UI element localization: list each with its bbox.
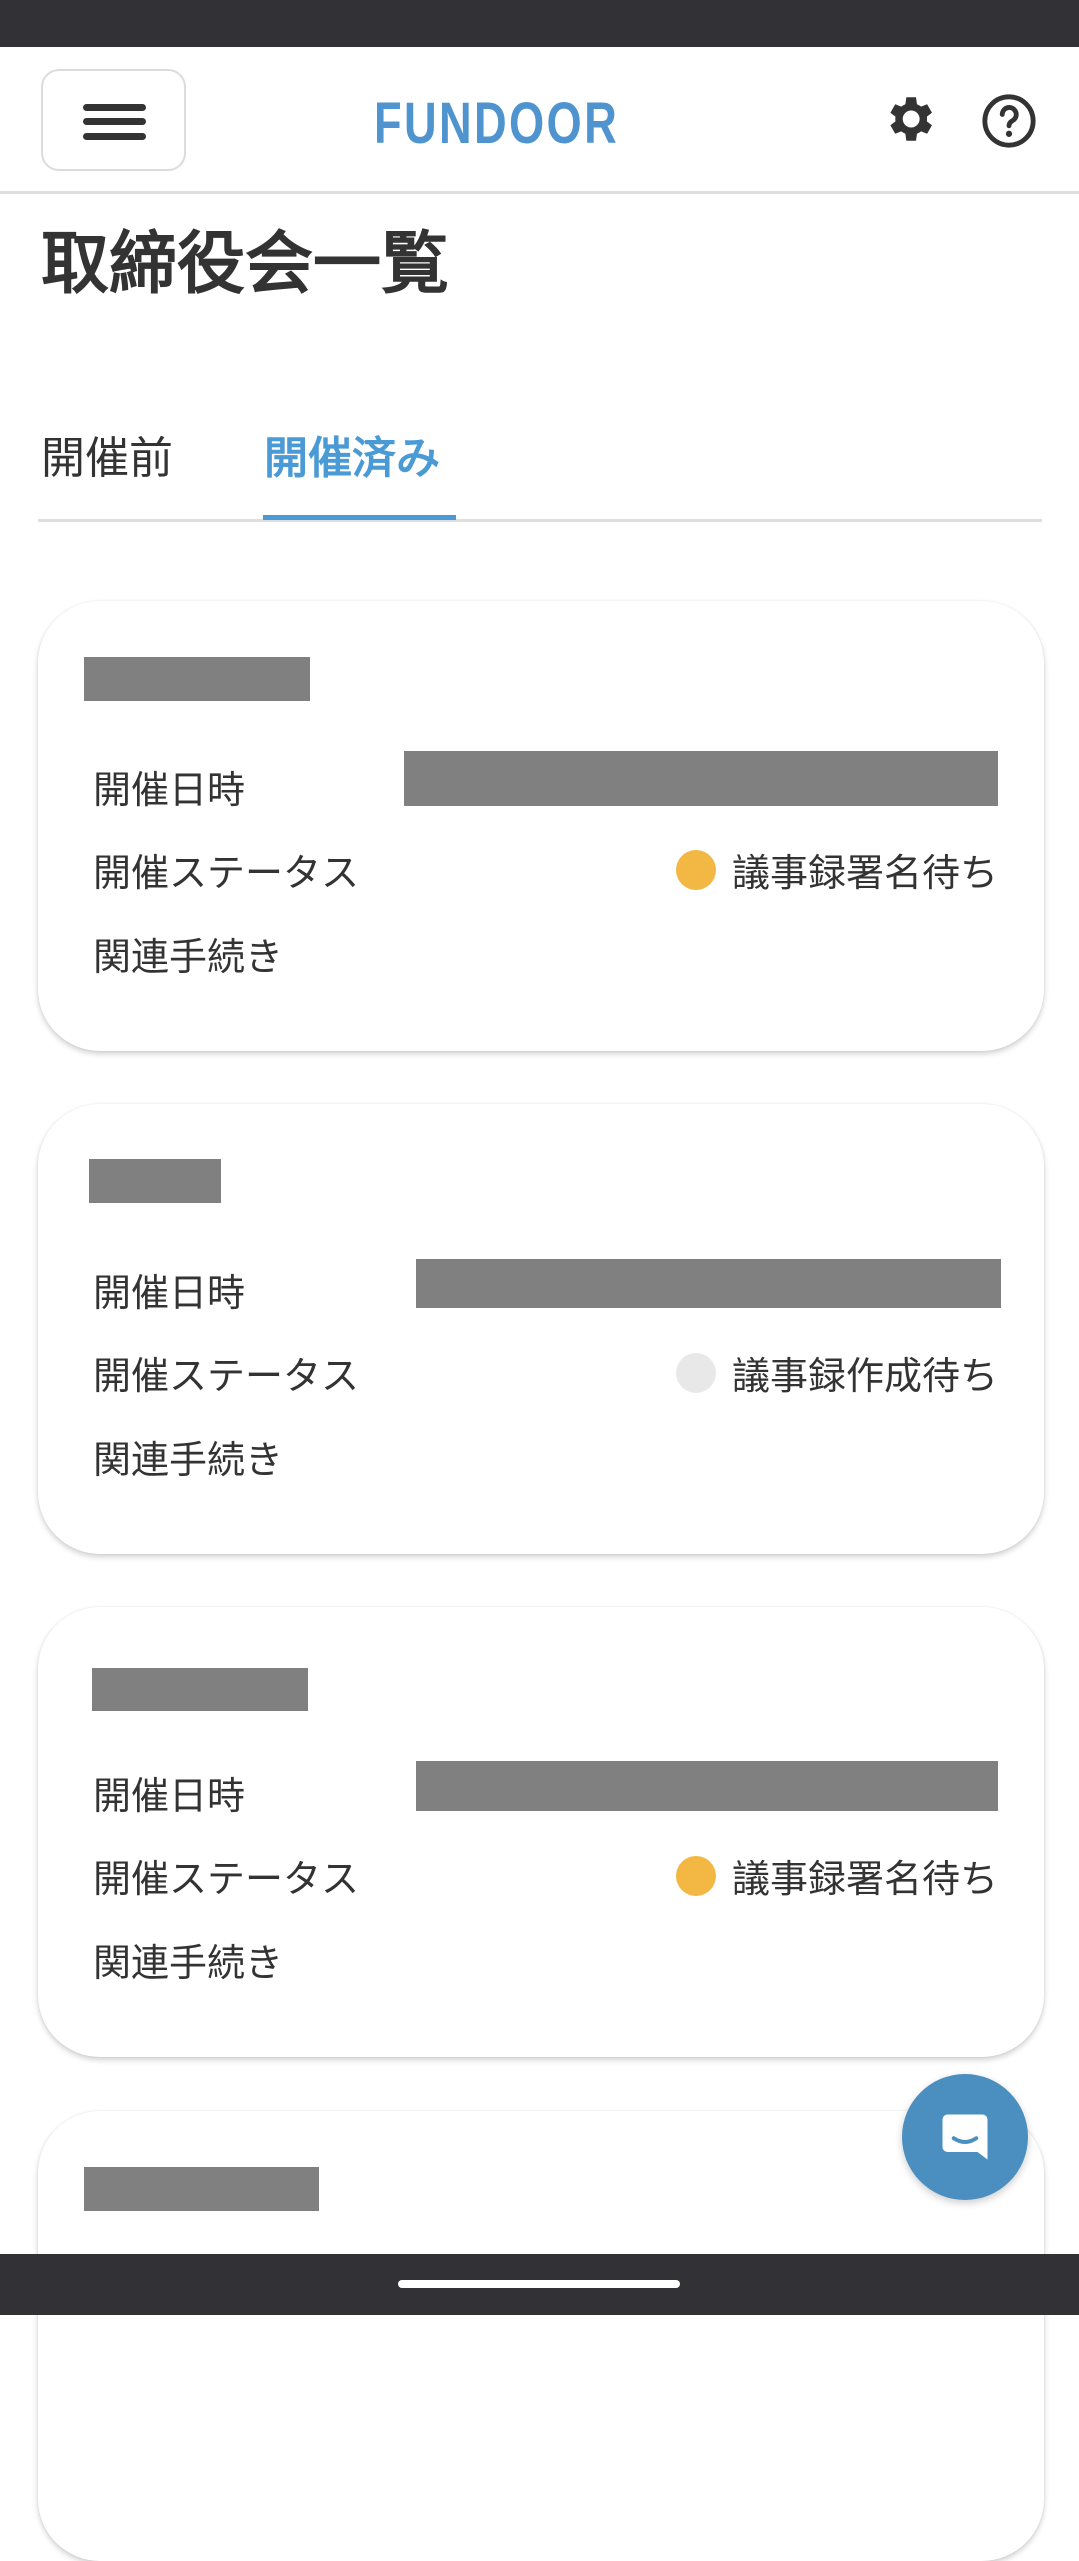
menu-icon-bar bbox=[83, 133, 146, 140]
status-label: 開催ステータス bbox=[93, 1857, 360, 1901]
menu-icon bbox=[83, 104, 146, 111]
menu-icon-bar bbox=[83, 118, 146, 125]
system-status-bar bbox=[0, 0, 1079, 47]
gear-icon[interactable] bbox=[880, 90, 938, 148]
redacted-meeting-name bbox=[84, 2167, 319, 2211]
active-tab-indicator bbox=[263, 515, 456, 520]
page-title: 取締役会一覧 bbox=[41, 225, 450, 304]
meeting-card[interactable]: 開催日時 開催ステータス 議事録署名待ち 関連手続き bbox=[38, 601, 1044, 1051]
brand-name: FUNDOOR bbox=[374, 90, 620, 156]
chat-button[interactable] bbox=[902, 2074, 1028, 2200]
status-badge: 議事録作成待ち bbox=[675, 1345, 998, 1400]
redacted-date bbox=[416, 1761, 998, 1811]
redacted-meeting-name bbox=[84, 657, 310, 701]
date-label: 開催日時 bbox=[93, 1774, 246, 1818]
fundoor-logo[interactable]: FUNDOOR bbox=[356, 91, 676, 156]
procedures-label: 関連手続き bbox=[93, 1438, 284, 1482]
chat-icon bbox=[942, 2114, 988, 2160]
system-navigation-bar bbox=[0, 2254, 1079, 2315]
app-header: FUNDOOR bbox=[0, 47, 1079, 194]
home-gesture-handle[interactable] bbox=[398, 2280, 680, 2288]
redacted-meeting-name bbox=[92, 1668, 308, 1711]
status-badge: 議事録署名待ち bbox=[675, 842, 998, 897]
meeting-card[interactable]: 開催日時 開催ステータス 議事録署名待ち 関連手続き bbox=[38, 1607, 1044, 2057]
tab-held[interactable]: 開催済み bbox=[264, 433, 440, 484]
status-label: 開催ステータス bbox=[93, 851, 360, 895]
redacted-date bbox=[404, 751, 998, 806]
menu-button[interactable] bbox=[41, 69, 186, 171]
redacted-date bbox=[416, 1259, 1001, 1308]
date-label: 開催日時 bbox=[93, 768, 246, 812]
redacted-meeting-name bbox=[89, 1159, 221, 1203]
tab-upcoming[interactable]: 開催前 bbox=[41, 433, 173, 484]
status-text: 議事録作成待ち bbox=[731, 1354, 998, 1398]
status-dot-icon bbox=[675, 849, 716, 890]
meeting-card[interactable]: 開催日時 開催ステータス 議事録作成待ち 関連手続き bbox=[38, 1104, 1044, 1554]
tab-divider bbox=[38, 519, 1042, 522]
help-icon[interactable] bbox=[980, 92, 1038, 150]
status-text: 議事録署名待ち bbox=[731, 1857, 998, 1901]
procedures-label: 関連手続き bbox=[93, 1941, 284, 1985]
procedures-label: 関連手続き bbox=[93, 935, 284, 979]
status-dot-icon bbox=[675, 1855, 716, 1896]
meeting-card[interactable] bbox=[38, 2111, 1044, 2561]
status-badge: 議事録署名待ち bbox=[675, 1848, 998, 1903]
status-text: 議事録署名待ち bbox=[731, 851, 998, 895]
date-label: 開催日時 bbox=[93, 1271, 246, 1315]
status-label: 開催ステータス bbox=[93, 1354, 360, 1398]
status-dot-icon bbox=[675, 1352, 716, 1393]
